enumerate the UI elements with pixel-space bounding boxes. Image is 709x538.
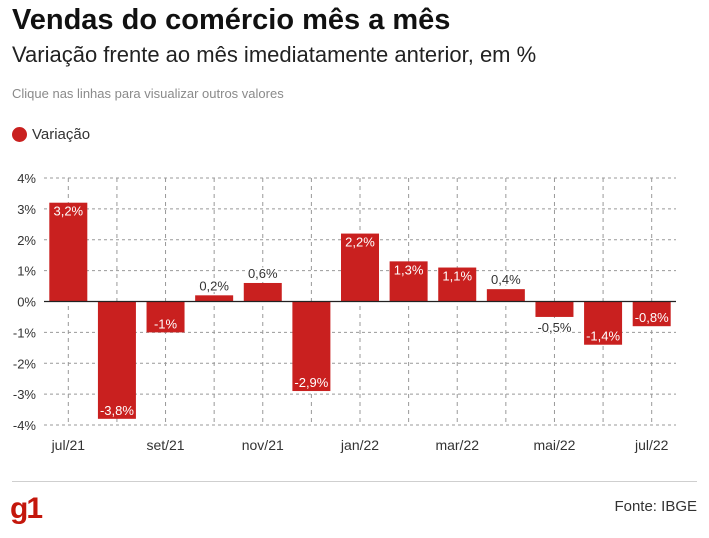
- x-tick-label: mar/22: [435, 437, 479, 453]
- bar[interactable]: [49, 202, 88, 302]
- data-label: 1,1%: [442, 269, 472, 284]
- y-tick-label: 0%: [17, 295, 36, 310]
- bar[interactable]: [146, 301, 185, 333]
- axis-layer: 4% 3% 2% 1% 0% -1% -2% -3% -4% jul/21 set/21 nov/21…: [13, 171, 676, 453]
- bar[interactable]: [389, 261, 428, 302]
- data-label: -1,4%: [586, 329, 620, 344]
- g1-logo: g1: [10, 492, 43, 525]
- y-tick-label: 3%: [17, 202, 36, 217]
- bar[interactable]: [341, 233, 379, 302]
- legend-label: Variação: [32, 126, 91, 143]
- x-tick-label: set/21: [146, 437, 184, 453]
- bar-layer: [49, 202, 671, 419]
- chart-hint: Clique nas linhas para visualizar outros…: [12, 86, 284, 101]
- bar[interactable]: [584, 301, 623, 345]
- x-tick-label: nov/21: [242, 437, 284, 453]
- data-label: 0,2%: [199, 278, 229, 293]
- x-tick-label: mai/22: [533, 437, 575, 453]
- x-tick-label: jan/22: [340, 437, 379, 453]
- y-tick-label: 4%: [17, 171, 36, 186]
- x-tick-label: jul/21: [51, 437, 86, 453]
- label-layer: 3,2% -3,8% -1% 0,2% 0,6% -2,9% 2,2% 1,3% 1,1% 0,4…: [52, 202, 671, 419]
- data-label: -2,9%: [294, 375, 328, 390]
- bar-chart[interactable]: 3,2% -3,8% -1% 0,2% 0,6% -2,9% 2,2% 1,3% 1,1% 0,4…: [0, 0, 709, 480]
- bar[interactable]: [243, 282, 282, 302]
- chart-title: Vendas do comércio mês a mês: [12, 4, 451, 36]
- data-label: 2,2%: [345, 235, 375, 250]
- bar[interactable]: [535, 301, 574, 317]
- bar[interactable]: [195, 295, 234, 302]
- data-label: -3,8%: [100, 403, 134, 418]
- x-tick-label: jul/22: [634, 437, 669, 453]
- data-label: 3,2%: [53, 204, 83, 219]
- data-label: 0,4%: [491, 272, 521, 287]
- y-tick-label: -2%: [13, 356, 37, 371]
- y-tick-label: -4%: [13, 418, 37, 433]
- y-tick-label: -1%: [13, 325, 37, 340]
- data-label: -0,5%: [537, 320, 571, 335]
- data-label: 0,6%: [248, 266, 278, 281]
- y-tick-label: -3%: [13, 387, 37, 402]
- legend[interactable]: Variação: [12, 126, 90, 143]
- footer-divider: [12, 481, 697, 482]
- bar[interactable]: [438, 267, 477, 302]
- bar[interactable]: [292, 301, 331, 392]
- chart-subtitle: Variação frente ao mês imediatamente ant…: [12, 42, 537, 67]
- source-note: Fonte: IBGE: [614, 498, 697, 515]
- y-tick-label: 1%: [17, 264, 36, 279]
- data-label: 1,3%: [394, 262, 424, 277]
- bar[interactable]: [97, 301, 136, 419]
- y-tick-label: 2%: [17, 233, 36, 248]
- data-label: -0,8%: [635, 310, 669, 325]
- data-label: -1%: [154, 316, 178, 331]
- legend-swatch: [12, 127, 27, 142]
- bar[interactable]: [486, 289, 525, 302]
- bar[interactable]: [632, 301, 671, 327]
